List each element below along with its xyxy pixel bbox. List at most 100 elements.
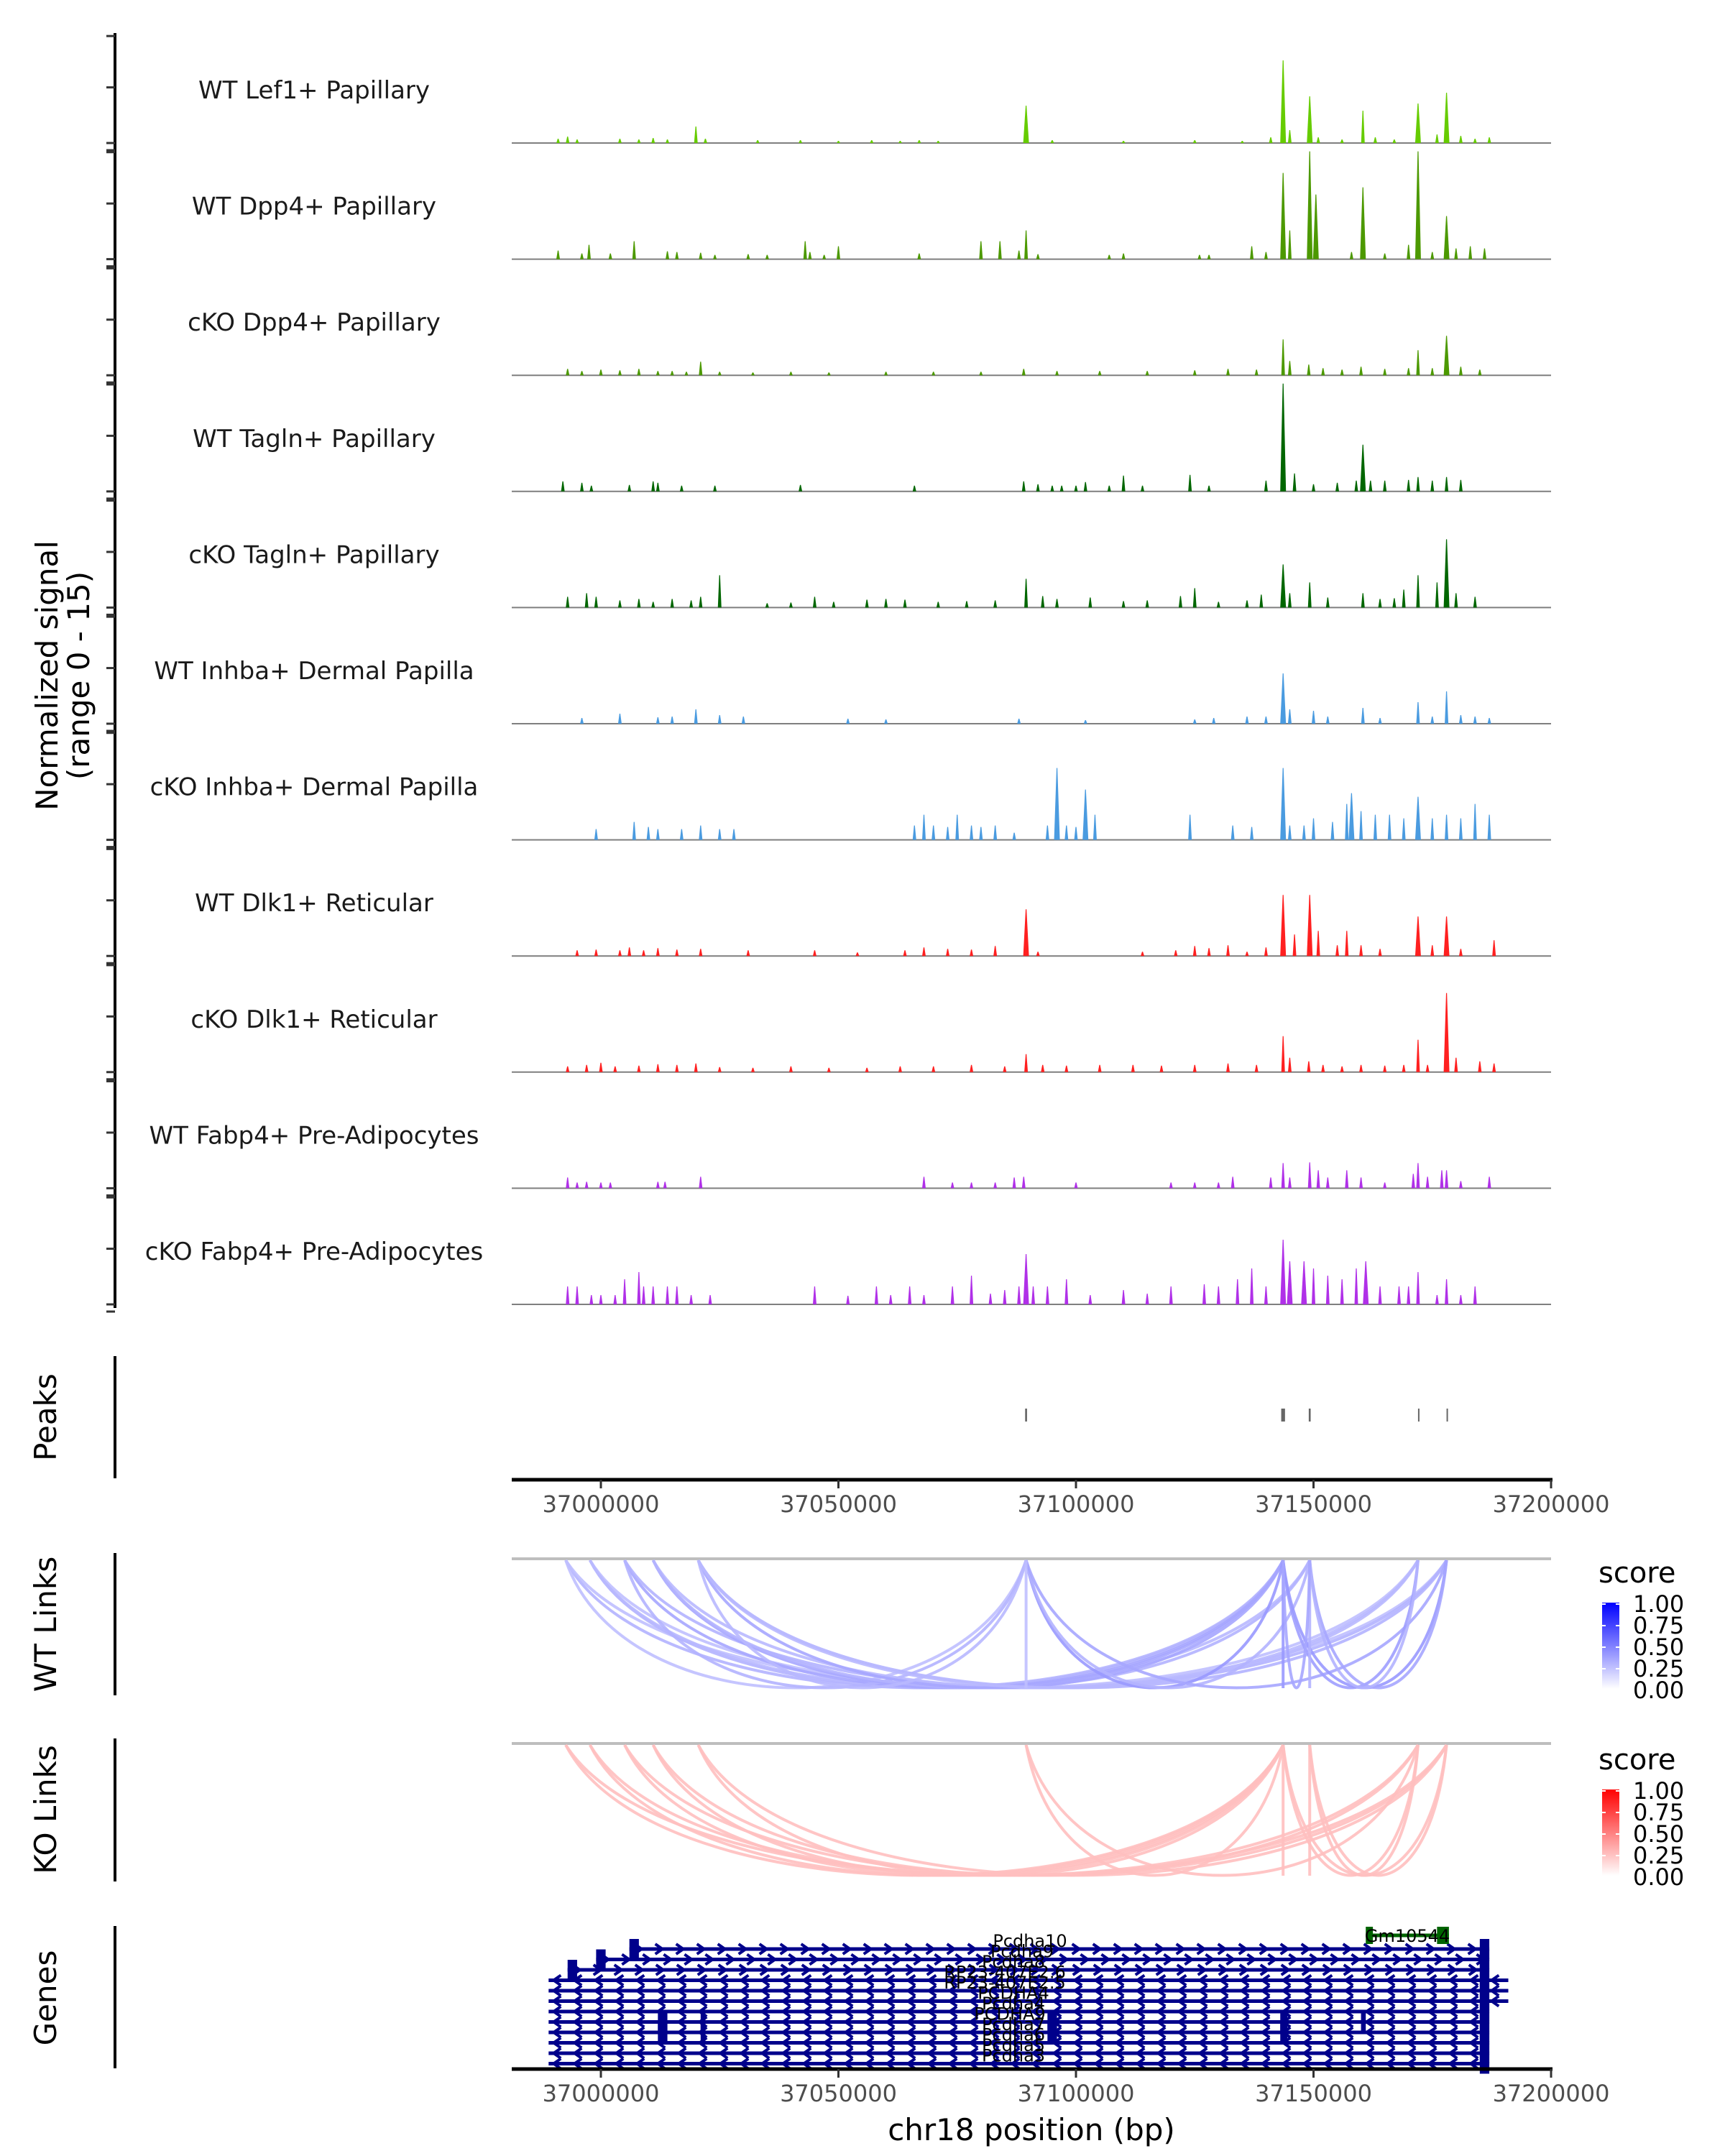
signal-peak — [1216, 1182, 1220, 1189]
signal-peak — [1003, 1066, 1007, 1072]
strand-chevron — [1384, 2057, 1396, 2070]
strand-chevron — [842, 1973, 854, 1987]
ko-legend-colorbar — [1602, 1789, 1619, 1876]
signal-peak — [1487, 814, 1491, 840]
strand-chevron — [696, 1984, 708, 1997]
signal-peak — [1302, 825, 1306, 840]
strand-chevron — [634, 2057, 645, 2070]
signal-peak — [1359, 1177, 1363, 1189]
signal-peak — [1325, 597, 1330, 608]
strand-chevron — [801, 1984, 812, 1997]
strand-chevron — [967, 1963, 979, 1976]
strand-chevron — [1384, 1943, 1395, 1955]
signal-peak — [1416, 1272, 1420, 1304]
strand-chevron — [571, 2026, 583, 2039]
wt-legend-title: score — [1598, 1557, 1675, 1590]
strand-chevron — [1447, 2005, 1458, 2018]
coverage-track: cKO Fabp4+ Pre-Adipocytes — [145, 1238, 1551, 1305]
strand-chevron — [988, 1973, 1000, 1987]
peak-region — [1025, 1409, 1027, 1422]
signal-peak — [575, 1286, 579, 1304]
strand-chevron — [1072, 1973, 1083, 1987]
signal-peak — [822, 254, 827, 259]
strand-chevron — [801, 2036, 812, 2050]
signal-peak — [1392, 139, 1397, 143]
wt-legend-ticks: 1.000.750.500.250.00 — [1602, 1590, 1684, 1704]
signal-peak — [566, 137, 570, 143]
strand-chevron — [1447, 2015, 1458, 2029]
strand-chevron — [780, 2005, 791, 2018]
signal-peak — [965, 601, 969, 608]
signal-peak — [575, 950, 579, 957]
coverage-y-axis: Normalized signal (range 0 - 15) — [29, 33, 116, 1313]
signal-peak — [1316, 137, 1320, 143]
strand-chevron — [1447, 1994, 1458, 2008]
strand-chevron — [1008, 1943, 1020, 1955]
signal-peak — [1259, 594, 1264, 608]
signal-peak — [580, 253, 584, 259]
strand-chevron — [551, 2015, 562, 2029]
strand-chevron — [801, 1994, 812, 2008]
strand-chevron — [822, 2036, 833, 2050]
signal-peak — [936, 141, 940, 143]
signal-peak — [1145, 600, 1149, 608]
strand-chevron — [1280, 2047, 1292, 2060]
signal-peak — [1192, 140, 1197, 143]
strand-chevron — [1113, 2015, 1125, 2029]
strand-chevron — [1405, 2047, 1417, 2060]
strand-chevron — [613, 1963, 625, 1976]
strand-chevron — [1155, 1973, 1167, 1987]
signal-peak — [1045, 825, 1049, 840]
strand-chevron — [1009, 1994, 1021, 2008]
strand-chevron — [926, 2026, 937, 2039]
strand-chevron — [1218, 1994, 1229, 2008]
signal-peak — [921, 1176, 926, 1189]
signal-peak — [1487, 718, 1491, 724]
signal-peak — [1280, 673, 1287, 724]
strand-chevron — [822, 2047, 833, 2060]
exon — [596, 1949, 606, 1970]
signal-peak — [884, 599, 888, 608]
strand-chevron — [725, 1953, 736, 1966]
signal-peak — [950, 1182, 954, 1189]
strand-chevron — [780, 2047, 791, 2060]
signal-peak — [566, 369, 570, 376]
signal-peak — [827, 1067, 831, 1072]
signal-peak — [694, 1063, 698, 1072]
signal-peak — [788, 1066, 793, 1072]
signal-peak — [1050, 140, 1054, 143]
strand-chevron — [842, 1963, 854, 1976]
signal-peak — [656, 482, 660, 492]
strand-chevron — [1092, 1984, 1104, 1997]
signal-peak — [1454, 1057, 1458, 1072]
signal-peak — [979, 372, 983, 376]
strand-chevron — [1468, 2005, 1479, 2018]
signal-peak — [1280, 172, 1287, 259]
strand-chevron — [829, 1953, 840, 1966]
strand-chevron — [1134, 2026, 1146, 2039]
strand-chevron — [1468, 2057, 1479, 2070]
signal-peak — [1458, 136, 1463, 143]
exon — [567, 1960, 577, 1980]
signal-peak — [556, 250, 561, 259]
signal-peak — [1169, 1286, 1173, 1304]
strand-chevron — [884, 2047, 896, 2060]
signal-peak — [1312, 194, 1319, 259]
strand-chevron — [717, 2047, 729, 2060]
strand-chevron — [1197, 2057, 1208, 2070]
signal-peak — [1383, 1182, 1387, 1189]
link-arc — [1282, 1560, 1420, 1690]
signal-peak — [1445, 1279, 1449, 1304]
signal-peak — [1021, 369, 1026, 376]
strand-chevron — [913, 1953, 924, 1966]
strand-chevron — [1176, 1994, 1187, 2008]
strand-chevron — [1301, 2036, 1312, 2050]
strand-chevron — [1404, 1943, 1416, 1955]
signal-peak — [1287, 825, 1292, 840]
signal-peak — [1454, 593, 1458, 608]
signal-peak — [884, 719, 888, 724]
strand-chevron — [1322, 2015, 1333, 2029]
x-tick-label: 37000000 — [543, 1491, 660, 1518]
strand-chevron — [1121, 1953, 1132, 1966]
strand-chevron — [1363, 1973, 1375, 1987]
